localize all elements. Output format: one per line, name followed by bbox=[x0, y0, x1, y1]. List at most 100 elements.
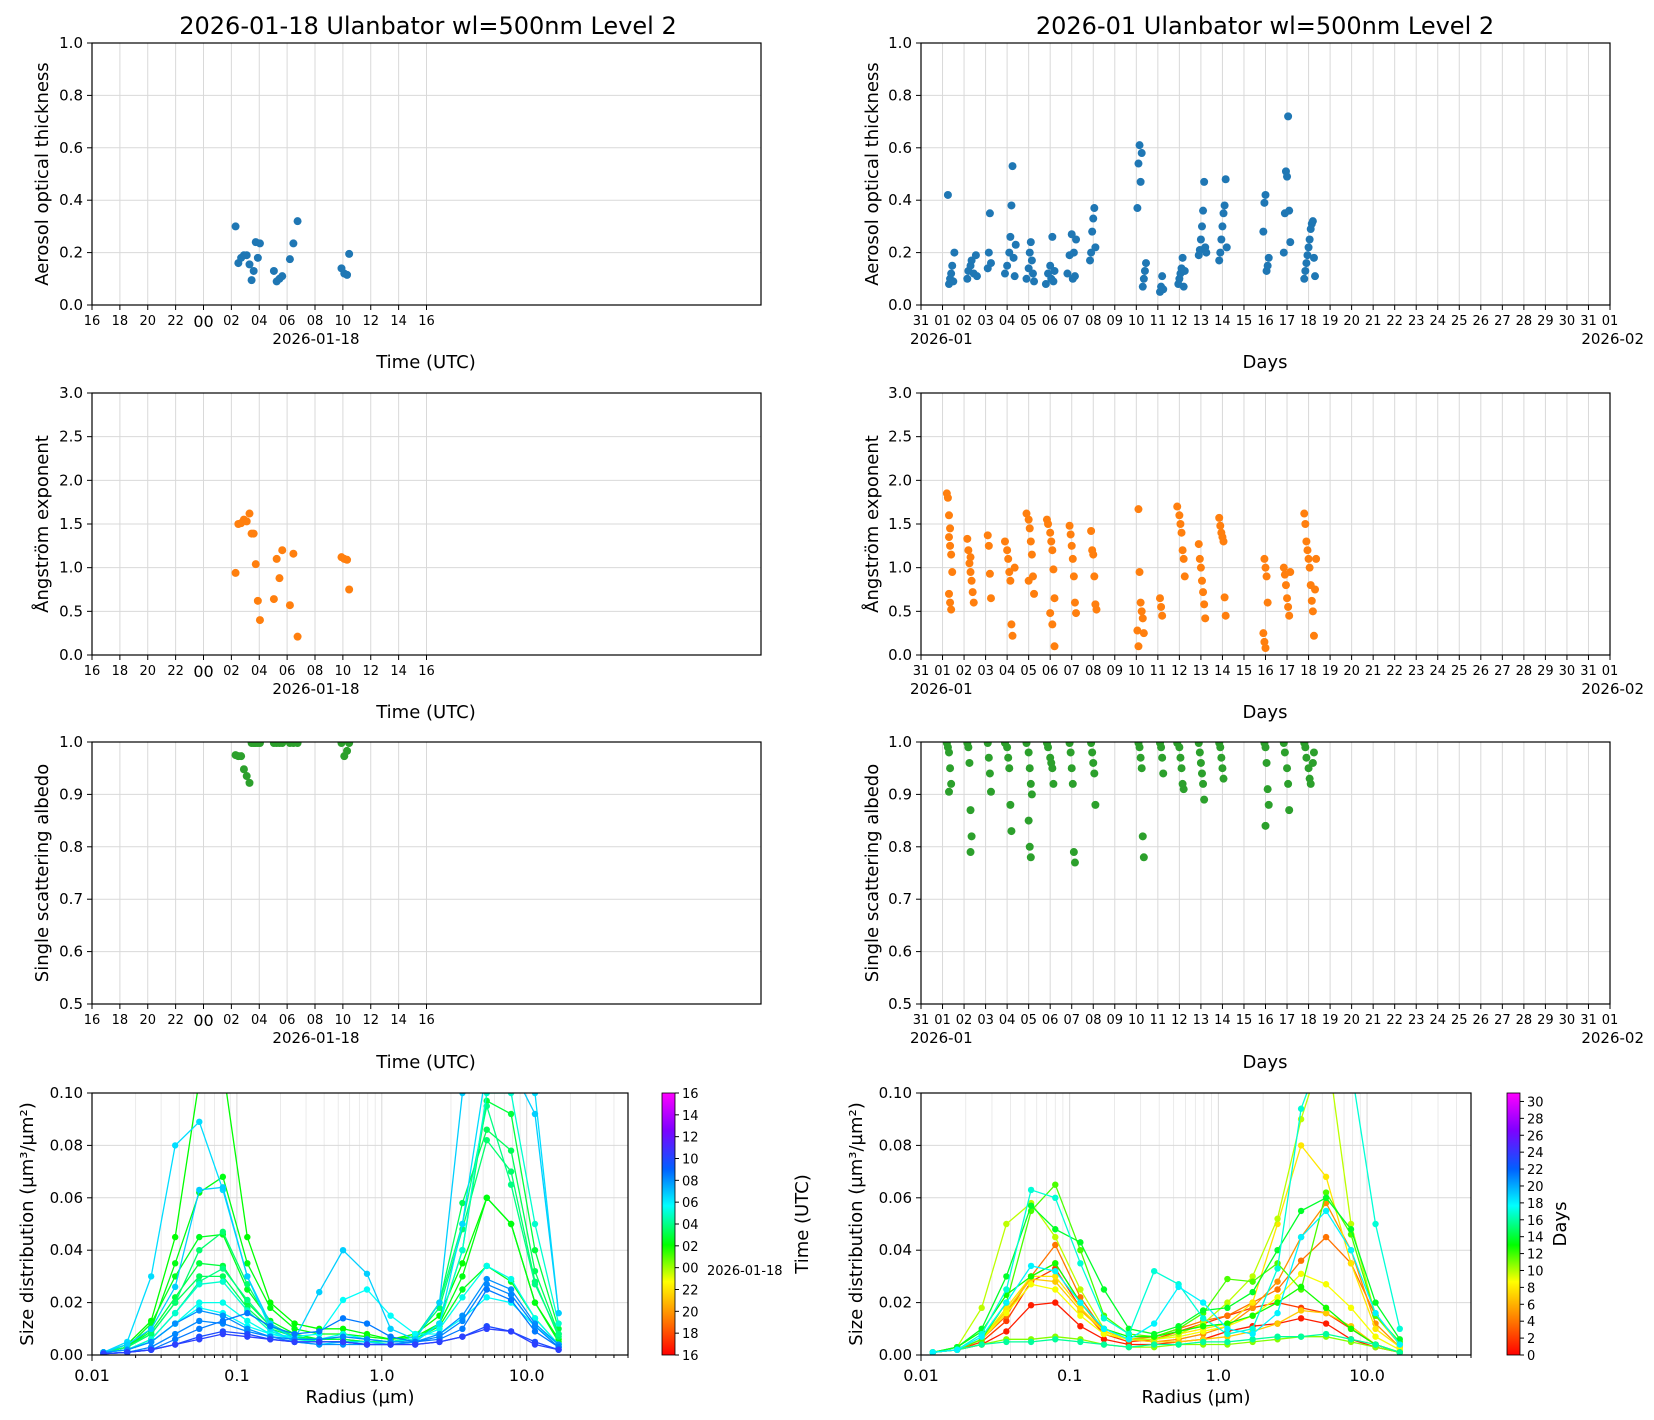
series-point bbox=[531, 1322, 539, 1330]
x-tick-label: 13 bbox=[1193, 1013, 1210, 1028]
series-point bbox=[1274, 1320, 1281, 1327]
series-point bbox=[459, 1286, 466, 1293]
psd-month-xlabel: Radius (µm) bbox=[1141, 1387, 1250, 1408]
data-point bbox=[345, 742, 354, 748]
data-point bbox=[1283, 172, 1292, 181]
x-tick-label: 19 bbox=[1322, 664, 1339, 679]
series-point bbox=[459, 1333, 466, 1340]
series-point bbox=[1077, 1299, 1084, 1306]
psd-month-colorbar bbox=[1506, 1092, 1521, 1356]
series-point bbox=[483, 1294, 490, 1301]
x-tick-label: 01 bbox=[1602, 1013, 1619, 1028]
series-point bbox=[1249, 1336, 1256, 1343]
series-point bbox=[483, 1093, 490, 1097]
series-point bbox=[1125, 1343, 1133, 1351]
data-point bbox=[1219, 209, 1228, 218]
y-tick-label: 0.0 bbox=[59, 646, 83, 664]
data-point bbox=[1006, 800, 1015, 809]
x-tick-label: 02 bbox=[223, 1013, 240, 1028]
data-point bbox=[1065, 521, 1074, 530]
series-point bbox=[555, 1320, 562, 1327]
x-tick-label: 05 bbox=[1020, 1013, 1037, 1028]
data-point bbox=[965, 758, 974, 767]
title-day: 2026-01-18 Ulanbator wl=500nm Level 2 bbox=[179, 12, 676, 40]
data-point bbox=[1065, 742, 1074, 748]
series-point bbox=[459, 1294, 466, 1301]
series-point bbox=[459, 1325, 466, 1333]
data-point bbox=[1091, 800, 1100, 809]
series-point bbox=[171, 1330, 179, 1338]
x-tick-label: 21 bbox=[1365, 1013, 1382, 1028]
series-point bbox=[1224, 1325, 1231, 1333]
data-point bbox=[984, 541, 993, 550]
data-point bbox=[1090, 204, 1099, 213]
series-point bbox=[219, 1317, 227, 1325]
series-point bbox=[124, 1349, 131, 1355]
y-tick-label: 0.4 bbox=[888, 191, 912, 209]
data-point bbox=[1048, 546, 1057, 555]
data-point bbox=[1003, 261, 1012, 270]
data-point bbox=[269, 595, 278, 604]
x-tick-label: 04 bbox=[999, 664, 1016, 679]
data-point bbox=[239, 765, 248, 774]
series-point bbox=[219, 1330, 227, 1338]
x-tick-label: 03 bbox=[977, 314, 994, 329]
series-point bbox=[1100, 1336, 1108, 1343]
x-tick-label: 08 bbox=[1085, 664, 1102, 679]
ang-day-ticks: 16 18 20 22 00 02 04 06 08 10 12 14 160.00.51.01.52.… bbox=[59, 384, 435, 681]
x-tick-label: 20 bbox=[1343, 664, 1360, 679]
series-point bbox=[219, 1173, 227, 1181]
y-tick-label: 0.5 bbox=[59, 995, 83, 1013]
panel-ssa-month: 31 01 02 03 04 05 06 07 08 09 10 11 12 13 14 15 16 17 18 19… bbox=[862, 733, 1644, 1073]
data-point bbox=[1030, 277, 1039, 286]
data-point bbox=[1086, 256, 1095, 265]
series-line bbox=[103, 1278, 560, 1354]
data-point bbox=[1200, 795, 1209, 804]
series-point bbox=[483, 1325, 490, 1333]
psd-day-colorbar bbox=[661, 1092, 676, 1356]
series-point bbox=[1322, 1173, 1330, 1181]
series-point bbox=[531, 1220, 539, 1228]
data-point bbox=[948, 568, 957, 577]
data-point bbox=[255, 742, 264, 748]
series-point bbox=[1323, 1037, 1329, 1043]
series-point bbox=[483, 1275, 490, 1283]
series-point bbox=[1297, 1315, 1305, 1322]
data-point bbox=[1263, 598, 1272, 607]
aot-month-ylabel: Aerosol optical thickness bbox=[862, 62, 883, 285]
ang-month-ticks: 31 01 02 03 04 05 06 07 08 09 10 11 12 13 14 15 16 17 18 19… bbox=[888, 384, 1618, 679]
data-point bbox=[269, 266, 278, 275]
series-point bbox=[412, 1341, 419, 1348]
data-point bbox=[1010, 272, 1019, 281]
series-point bbox=[1297, 1233, 1305, 1241]
series-point bbox=[1052, 1299, 1059, 1306]
series-point bbox=[1052, 1241, 1059, 1249]
series-point bbox=[1297, 1142, 1305, 1149]
series-point bbox=[1396, 1349, 1403, 1355]
series-point bbox=[196, 1336, 203, 1343]
data-point bbox=[1200, 600, 1209, 609]
x-tick-label: 17 bbox=[1279, 314, 1296, 329]
data-point bbox=[1306, 779, 1315, 788]
data-point bbox=[1087, 742, 1096, 748]
series-point bbox=[1224, 1338, 1231, 1346]
x-tick-label: 22 bbox=[1386, 664, 1403, 679]
y-tick-label: 0.08 bbox=[879, 1136, 912, 1154]
y-tick-label: 2.0 bbox=[59, 471, 83, 489]
series-point bbox=[1027, 1302, 1035, 1309]
x-tick-label: 03 bbox=[977, 664, 994, 679]
series-point bbox=[1100, 1286, 1108, 1293]
data-point bbox=[1133, 626, 1142, 635]
series-point bbox=[507, 1296, 515, 1304]
data-point bbox=[1140, 266, 1149, 275]
series-point bbox=[1052, 1286, 1059, 1293]
ssa-day-ticks: 16 18 20 22 00 02 04 06 08 10 12 14 160.50.60.70.80.… bbox=[59, 733, 435, 1030]
data-point bbox=[1261, 190, 1270, 199]
data-point bbox=[1197, 222, 1206, 231]
data-point bbox=[1011, 240, 1020, 249]
ssa-month-sub-right: 2026-02 bbox=[1581, 1029, 1644, 1047]
series-point bbox=[1150, 1330, 1158, 1338]
series-point bbox=[363, 1320, 371, 1327]
data-point bbox=[986, 259, 995, 268]
y-tick-label: 1.5 bbox=[59, 515, 83, 533]
